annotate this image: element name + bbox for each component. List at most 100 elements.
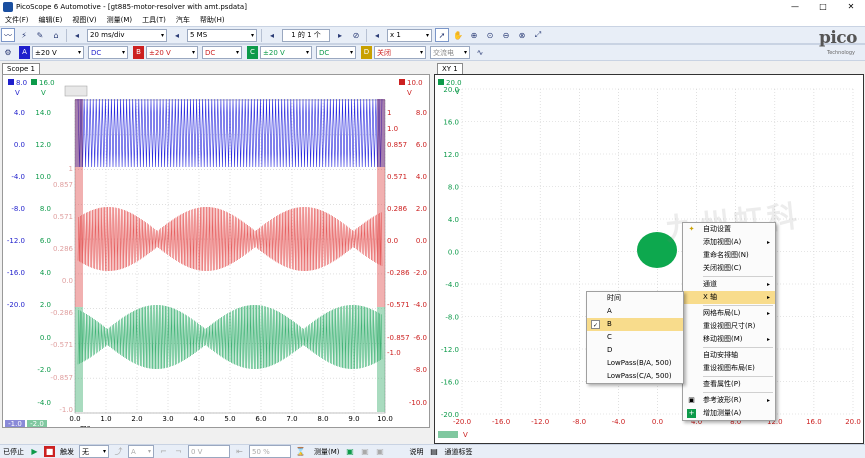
menu-x-axis[interactable]: X 轴 ▸: [683, 291, 775, 304]
submenu-d[interactable]: D: [607, 346, 613, 354]
channel-labels-button[interactable]: 通道标签: [444, 447, 473, 456]
delay-icon[interactable]: ⌛: [295, 447, 306, 456]
pretrigger-field[interactable]: 50 %: [249, 445, 291, 458]
channel-a-range[interactable]: ±20 V ▾: [32, 46, 84, 59]
ruler-badge-c: [27, 420, 47, 427]
tab-xy-1[interactable]: XY 1: [437, 63, 463, 74]
toolbar-capture: 〰 ⚡ ✎ ⌂ ◂ 20 ms/div ▾ ◂ 5 MS ▾ ◂ 1 的 1 个 ▸…: [0, 26, 865, 44]
menu-help[interactable]: 帮助(H): [199, 16, 225, 24]
samples-down-icon[interactable]: ◂: [174, 30, 179, 40]
zoom-fit-icon[interactable]: ⊗: [518, 30, 526, 40]
xy-plot[interactable]: 20.0V20.016.012.08.04.00.0-4.0-8.0-12.0-…: [435, 75, 863, 443]
submenu-b[interactable]: ✓ B: [587, 318, 683, 331]
buffer-field[interactable]: 1 的 1 个: [282, 28, 330, 42]
menu-add-view[interactable]: 添加视图(A) ▸: [703, 238, 770, 246]
menu-view[interactable]: 视图(V): [72, 16, 97, 24]
timebase-select[interactable]: 20 ms/div ▾: [87, 28, 167, 42]
menu-tools[interactable]: 工具(T): [142, 16, 166, 24]
channel-b-label: B: [133, 46, 144, 59]
trigger-rising-icon[interactable]: ⌐: [160, 447, 167, 456]
channel-a-coupling[interactable]: DC ▾: [88, 46, 128, 59]
scope-mode-icon[interactable]: 〰: [1, 28, 15, 42]
buffer-prev-icon[interactable]: ◂: [269, 30, 274, 40]
buffer-next-icon[interactable]: ▸: [337, 30, 342, 40]
pretrigger-icon[interactable]: ⇤: [236, 447, 243, 456]
scope-plot[interactable]: 8.0 16.0V V10.0V4.00.0-4.0-8.0-12.0-16.0-2…: [3, 75, 429, 427]
channel-c-range[interactable]: ±20 V ▾: [260, 46, 312, 59]
trigger-falling-icon[interactable]: ¬: [175, 447, 182, 456]
zoom-out-icon[interactable]: ⊖: [502, 30, 510, 40]
buffer-nav-icon[interactable]: ⊘: [352, 30, 360, 40]
channel-b-scale: 10.0: [407, 79, 423, 87]
menu-grid-layout[interactable]: 网格布局(L) ▸: [703, 309, 770, 317]
channel-c-coupling[interactable]: DC ▾: [316, 46, 356, 59]
notes-button[interactable]: 说明: [409, 447, 424, 456]
zoom-select[interactable]: x 1 ▾: [387, 28, 432, 42]
minimize-button[interactable]: —: [791, 2, 799, 11]
submenu-lowpass-c[interactable]: LowPass(C/A, 500): [607, 372, 672, 380]
maximize-button[interactable]: □: [819, 2, 827, 11]
edit-measure-icon[interactable]: ▣: [361, 447, 369, 456]
pointer-icon[interactable]: ➚: [435, 28, 449, 42]
trigger-mode-select[interactable]: 无 ▾: [79, 445, 109, 458]
add-measure-icon[interactable]: ▣: [346, 447, 354, 456]
green-axis-label: 8.0: [40, 205, 51, 213]
xy-y-unit: V: [455, 88, 460, 96]
menu-close-view[interactable]: 关闭视图(C): [703, 264, 742, 272]
channel-d-coupling[interactable]: 交流电 ▾: [430, 46, 470, 59]
zoom-down-icon[interactable]: ◂: [374, 30, 379, 40]
trigger-edge-icon[interactable]: ⤴: [114, 447, 123, 456]
samples-select[interactable]: 5 MS ▾: [187, 28, 257, 42]
x-tick-label: 2.0: [131, 415, 142, 423]
tools-icon[interactable]: ✎: [36, 30, 44, 40]
measure-button[interactable]: 测量(M): [314, 447, 340, 456]
menu-rename-view[interactable]: 重命名视图(N): [703, 251, 749, 259]
menu-reset-view-layout[interactable]: 重设视图布局(E): [703, 364, 755, 372]
tab-scope-1[interactable]: Scope 1: [2, 63, 41, 74]
math-channel-icon[interactable]: ∿: [476, 48, 484, 57]
channel-settings-icon[interactable]: ⚙: [4, 48, 12, 57]
channel-b-coupling[interactable]: DC ▾: [202, 46, 242, 59]
hand-icon[interactable]: ✋: [453, 30, 463, 40]
submenu-c[interactable]: C: [607, 333, 612, 341]
menu-auto-arrange-axes[interactable]: 自动安排轴: [703, 351, 738, 359]
trigger-channel-select[interactable]: A ▾: [128, 445, 154, 458]
trigger-level-field[interactable]: 0 V: [188, 445, 230, 458]
channel-d-range[interactable]: 关闭 ▾: [374, 46, 426, 59]
xy-x-tick-label: 20.0: [845, 418, 861, 426]
pico-logo: pico: [818, 28, 858, 48]
menu-add-measurement[interactable]: + 增加测量(A): [687, 409, 742, 418]
menu-auto[interactable]: 汽车: [175, 16, 190, 24]
menu-edit[interactable]: 编辑(E): [38, 16, 63, 24]
submenu-time[interactable]: 时间: [607, 294, 621, 302]
channel-labels-icon[interactable]: ▤: [430, 447, 438, 456]
probe-icon[interactable]: ⚡: [21, 30, 27, 40]
zoom-area-icon[interactable]: ⊙: [486, 30, 494, 40]
zoom-in-icon[interactable]: ⊕: [470, 30, 478, 40]
menu-move-view[interactable]: 移动视图(M) ▸: [703, 335, 770, 343]
timebase-down-icon[interactable]: ◂: [74, 30, 79, 40]
menu-auto-setup[interactable]: ✦ 自动设置: [688, 225, 731, 233]
inner-left-label: -0.286: [50, 309, 73, 317]
red-axis-label: -2.0: [413, 269, 427, 277]
stop-icon[interactable]: ■: [44, 446, 55, 457]
home-icon[interactable]: ⌂: [53, 30, 59, 40]
menu-view-properties[interactable]: 查看属性(P): [703, 380, 741, 388]
close-button[interactable]: ✕: [847, 2, 855, 11]
channel-a-marker: [8, 79, 14, 85]
channel-b-range[interactable]: ±20 V ▾: [146, 46, 198, 59]
menu-reset-view-size[interactable]: 重设视图尺寸(R): [703, 322, 756, 330]
menu-channels[interactable]: 通道 ▸: [703, 280, 770, 288]
submenu-lowpass-b[interactable]: LowPass(B/A, 500): [607, 359, 672, 367]
blue-axis-label: -12.0: [7, 237, 25, 245]
menu-file[interactable]: 文件(F): [5, 16, 29, 24]
menu-reference-waveform[interactable]: ▣ 参考波形(R) ▸: [688, 396, 770, 404]
zoom-reset-icon[interactable]: ⤢: [534, 30, 542, 39]
delete-measure-icon[interactable]: ▣: [376, 447, 384, 456]
menu-measure[interactable]: 测量(M): [106, 16, 133, 24]
run-icon[interactable]: ▶: [31, 447, 38, 456]
xy-view[interactable]: 20.0 V 20.0 16.0 12.0 8.0 4.0 0.0 -4.0 -8.0 -12.0-…: [434, 74, 864, 444]
scope-view[interactable]: 8.0 16.0 V V 10.0 V 4.0 0.0 -4.0 -8.0 -12.0 -16.0 -2…: [2, 74, 430, 428]
ruler-handle: [64, 85, 88, 97]
submenu-a[interactable]: A: [607, 307, 612, 315]
